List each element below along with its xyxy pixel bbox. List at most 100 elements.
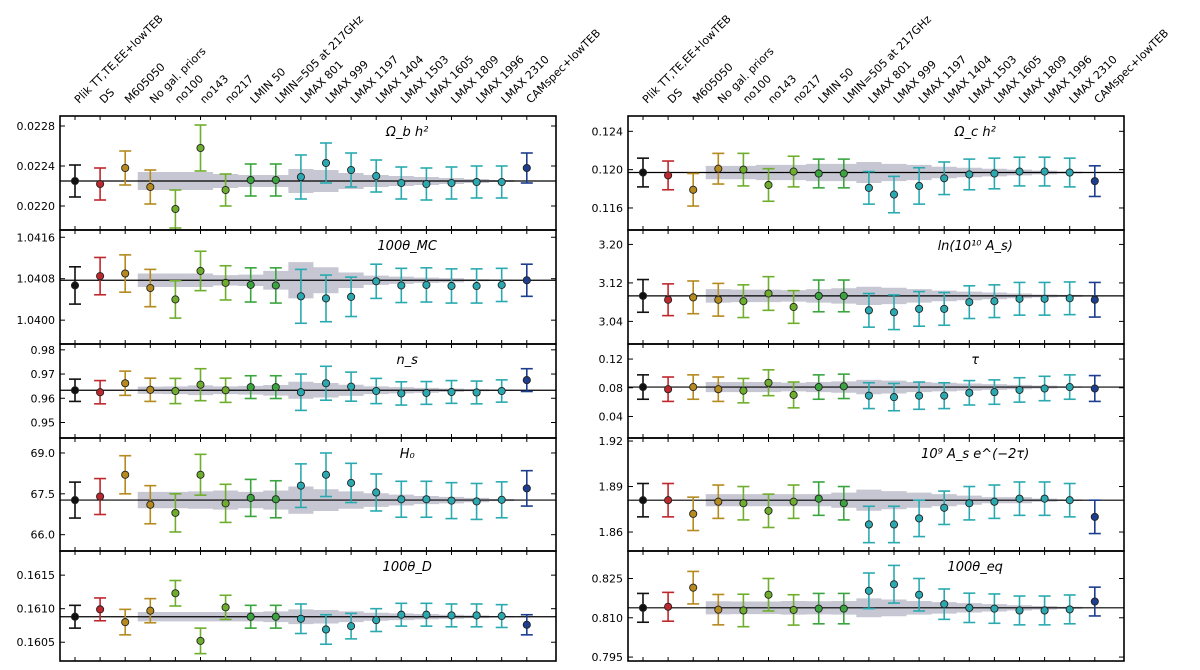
data-point [638,168,648,177]
data-point [121,269,130,278]
data-point [839,169,848,178]
data-point [472,281,481,291]
data-point [296,172,305,182]
data-point [638,291,648,300]
y-tick-label: 0.795 [592,651,624,664]
data-point [321,294,331,303]
data-point [764,378,773,387]
data-point [814,291,823,300]
data-point [1090,177,1099,186]
data-point [522,163,531,173]
data-point [965,298,974,307]
y-tick-label: 0.124 [592,125,624,138]
data-point [447,281,456,291]
data-point [472,177,481,187]
data-point [1040,494,1049,503]
data-point [990,497,999,506]
data-point [638,603,648,612]
data-point [246,493,255,502]
data-point [664,295,673,304]
data-point [965,388,974,397]
data-point [839,382,848,391]
data-point [965,170,974,179]
data-point [422,388,431,397]
y-tick-label: 1.92 [599,435,624,448]
panel-title: 100θ_D [383,560,432,575]
data-point [271,281,280,290]
data-point [940,174,949,183]
data-point [789,605,798,614]
data-point [1090,295,1099,304]
data-point [889,520,899,529]
data-point [1065,383,1074,392]
data-point [321,625,331,634]
data-point [221,278,230,287]
data-point [739,165,748,174]
data-point [146,500,155,509]
data-point [1015,494,1024,503]
y-tick-label: 0.1610 [17,603,56,616]
data-point [839,604,848,613]
data-point [196,143,205,153]
data-point [915,391,924,400]
data-point [472,497,481,506]
data-point [714,605,723,614]
y-tick-label: 67.5 [31,488,56,501]
data-point [689,509,698,518]
data-point [1040,294,1049,303]
data-point [664,496,673,505]
panel-title: ln(10¹⁰ A_s) [938,239,1013,254]
data-point [347,165,356,175]
data-point [714,295,723,304]
y-tick-label: 0.1615 [17,569,56,582]
data-point [1015,606,1024,615]
data-point [522,620,531,629]
data-point [96,272,105,281]
data-point [447,611,456,620]
data-point [70,496,80,505]
data-point [70,612,80,621]
data-point [1015,167,1024,176]
data-point [814,169,823,178]
data-point [296,292,305,301]
data-point [246,280,255,289]
data-point [397,178,406,188]
data-point [940,304,949,313]
data-point [447,496,456,505]
data-point [714,497,723,506]
data-point [1040,167,1049,176]
data-point [422,280,431,289]
y-tick-label: 0.1605 [17,636,56,649]
y-tick-label: 3.20 [599,238,624,251]
data-point [146,385,155,394]
data-point [1065,605,1074,614]
data-point [839,291,848,300]
data-point [1065,294,1074,303]
data-point [1015,385,1024,394]
data-point [889,308,899,317]
data-point [789,497,798,506]
data-point [1090,512,1099,521]
data-point [814,494,823,503]
y-tick-label: 0.825 [592,573,624,586]
data-point [196,380,205,389]
panel-frame [59,550,557,662]
data-point [221,499,230,508]
data-point [321,158,331,168]
data-point [422,610,431,619]
panel-title: τ [971,353,979,368]
data-point [171,204,180,214]
data-point [915,514,924,523]
y-tick-label: 0.95 [31,416,56,429]
data-point [915,304,924,313]
data-point [121,379,130,388]
data-point [689,293,698,302]
y-tick-label: 0.97 [31,368,56,381]
data-point [146,182,155,192]
data-point [739,606,748,615]
y-tick-label: 0.12 [599,353,624,366]
data-point [889,190,899,199]
data-point [70,281,80,290]
category-label: DS [97,86,117,106]
data-point [246,612,255,621]
